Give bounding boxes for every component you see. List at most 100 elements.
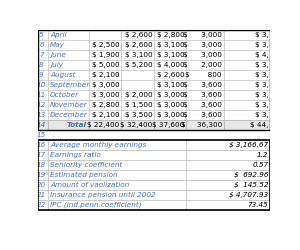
Text: 73.45: 73.45: [248, 202, 268, 208]
Text: $      3,600: $ 3,600: [183, 82, 222, 88]
Bar: [38, 70, 48, 80]
Bar: [154, 110, 186, 120]
Bar: [48, 190, 186, 200]
Bar: [186, 190, 270, 200]
Bar: [48, 70, 89, 80]
Bar: [186, 80, 224, 90]
Bar: [121, 40, 154, 50]
Text: $ 37,600: $ 37,600: [152, 122, 185, 128]
Bar: [38, 190, 48, 200]
Text: IPC (ind.penn.coefficient): IPC (ind.penn.coefficient): [50, 202, 142, 208]
Bar: [38, 110, 48, 120]
Text: $      3,000: $ 3,000: [183, 32, 222, 38]
Bar: [121, 80, 154, 90]
Text: $      3,600: $ 3,600: [183, 102, 222, 108]
Bar: [38, 90, 48, 100]
Bar: [186, 120, 224, 130]
Text: 13: 13: [37, 112, 46, 118]
Bar: [48, 140, 186, 150]
Text: $ 3,000: $ 3,000: [157, 102, 185, 108]
Text: $  145.52: $ 145.52: [234, 182, 268, 188]
Bar: [186, 100, 224, 110]
Text: 12: 12: [37, 102, 46, 108]
Text: $ 3,100: $ 3,100: [124, 52, 152, 58]
Bar: [89, 100, 121, 110]
Text: $ 3,500: $ 3,500: [124, 112, 152, 118]
Text: $ 32,400: $ 32,400: [120, 122, 152, 128]
Bar: [38, 30, 270, 130]
Text: 19: 19: [37, 172, 46, 178]
Bar: [186, 40, 224, 50]
Text: 11: 11: [37, 92, 46, 98]
Bar: [48, 80, 89, 90]
Text: December: December: [50, 112, 88, 118]
Text: 5: 5: [39, 32, 44, 38]
Bar: [89, 50, 121, 60]
Bar: [38, 170, 48, 180]
Text: 0.57: 0.57: [252, 162, 268, 168]
Bar: [38, 60, 48, 70]
Text: Amount of vaolization: Amount of vaolization: [50, 182, 129, 188]
Text: 8: 8: [39, 62, 44, 68]
Text: 1.2: 1.2: [257, 152, 269, 158]
Bar: [121, 120, 154, 130]
Text: April: April: [50, 32, 67, 38]
Text: 6: 6: [39, 42, 44, 48]
Bar: [186, 170, 270, 180]
Text: $ 4,000: $ 4,000: [157, 62, 185, 68]
Text: $ 2,800: $ 2,800: [92, 102, 120, 108]
Text: Total: Total: [67, 122, 87, 128]
Bar: [121, 50, 154, 60]
Bar: [154, 50, 186, 60]
Text: $      2,000: $ 2,000: [183, 62, 222, 68]
Text: $ 4,707.93: $ 4,707.93: [229, 192, 268, 198]
Bar: [38, 200, 48, 210]
Text: $ 3,000: $ 3,000: [92, 82, 120, 88]
Bar: [186, 90, 224, 100]
Text: $ 3,: $ 3,: [255, 112, 268, 118]
Bar: [48, 160, 186, 170]
Text: $ 2,600: $ 2,600: [124, 42, 152, 48]
Text: $ 22,400: $ 22,400: [87, 122, 120, 128]
Bar: [121, 70, 154, 80]
Bar: [38, 30, 48, 40]
Bar: [38, 120, 48, 130]
Text: $ 3,100: $ 3,100: [157, 42, 185, 48]
Text: $ 3,000: $ 3,000: [157, 112, 185, 118]
Text: $        800: $ 800: [185, 72, 222, 78]
Bar: [48, 100, 89, 110]
Text: $ 3,: $ 3,: [255, 82, 268, 88]
Bar: [154, 90, 186, 100]
Text: 16: 16: [37, 142, 46, 148]
Text: $ 2,100: $ 2,100: [92, 112, 120, 118]
Bar: [121, 60, 154, 70]
Bar: [48, 30, 89, 40]
Text: $ 2,100: $ 2,100: [92, 72, 120, 78]
Text: 15: 15: [37, 132, 46, 138]
Bar: [154, 30, 186, 40]
Bar: [186, 70, 224, 80]
Text: $ 5,200: $ 5,200: [124, 62, 152, 68]
Text: $ 3,: $ 3,: [255, 42, 268, 48]
Text: 10: 10: [37, 82, 46, 88]
Text: $ 2,500: $ 2,500: [92, 42, 120, 48]
Bar: [186, 180, 270, 190]
Text: $ 2,000: $ 2,000: [124, 92, 152, 98]
Bar: [224, 60, 270, 70]
Bar: [224, 120, 270, 130]
Text: $      3,600: $ 3,600: [183, 112, 222, 118]
Text: $ 44,: $ 44,: [250, 122, 268, 128]
Bar: [154, 80, 186, 90]
Bar: [154, 120, 186, 130]
Text: Insurance pension until 2002: Insurance pension until 2002: [50, 192, 155, 198]
Bar: [89, 30, 121, 40]
Text: Estimated pension: Estimated pension: [50, 172, 118, 178]
Text: 20: 20: [37, 182, 46, 188]
Text: $      3,600: $ 3,600: [183, 92, 222, 98]
Text: $ 3,100: $ 3,100: [157, 52, 185, 58]
Bar: [224, 90, 270, 100]
Text: $ 3,: $ 3,: [255, 72, 268, 78]
Text: 17: 17: [37, 152, 46, 158]
Text: 14: 14: [37, 122, 46, 128]
Text: $ 3,: $ 3,: [255, 102, 268, 108]
